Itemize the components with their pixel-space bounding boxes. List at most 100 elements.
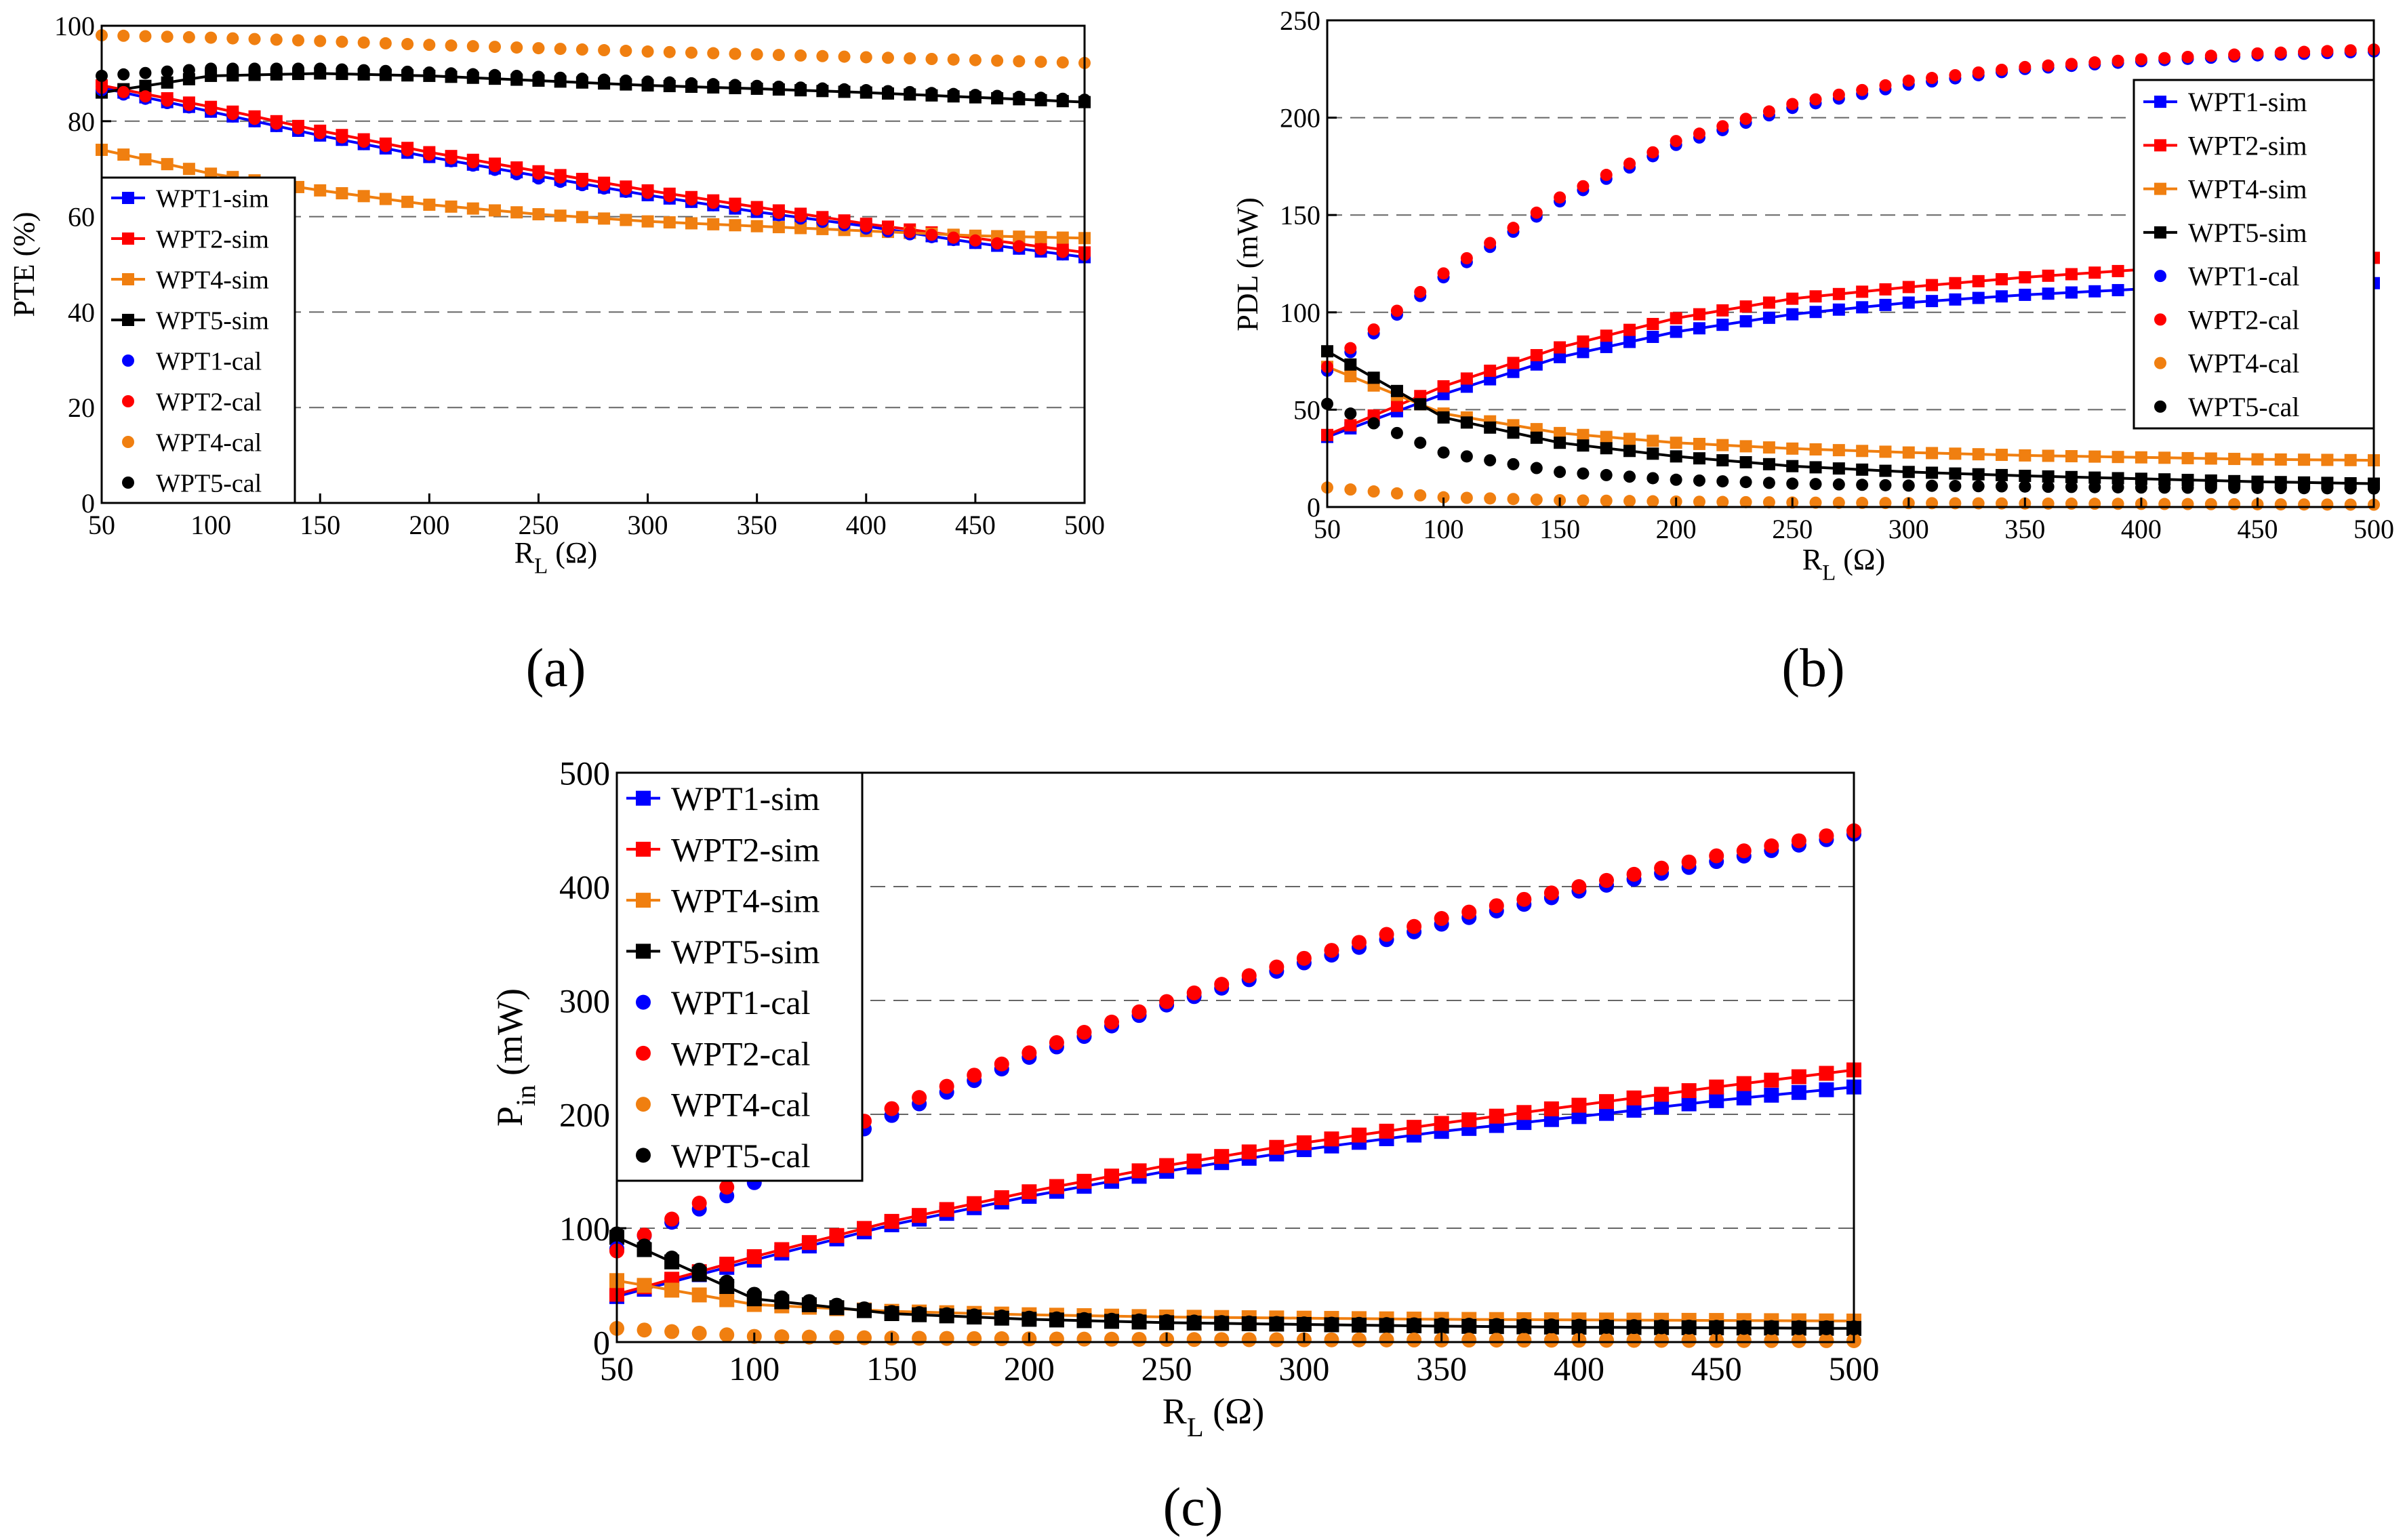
data-point-WPT5-sim — [1600, 442, 1613, 455]
data-point-WPT4-cal — [620, 45, 632, 58]
data-point-WPT4-cal — [2181, 498, 2194, 510]
data-point-WPT5-sim — [2088, 471, 2101, 484]
legend-marker-WPT1-cal — [2154, 270, 2166, 283]
y-tick-label: 50 — [1293, 394, 1320, 425]
data-point-WPT2-sim — [1186, 1153, 1202, 1169]
data-point-WPT5-cal — [1623, 470, 1636, 483]
data-point-WPT5-cal — [1507, 458, 1520, 470]
data-point-WPT5-cal — [1739, 476, 1752, 489]
y-tick-label: 60 — [68, 202, 95, 232]
data-point-WPT1-sim — [1736, 1090, 1752, 1106]
data-point-WPT5-cal — [1344, 407, 1357, 420]
data-point-WPT2-cal — [2042, 59, 2055, 72]
data-point-WPT2-sim — [719, 1257, 735, 1272]
data-point-WPT5-cal — [1681, 1319, 1697, 1335]
data-point-WPT4-cal — [292, 34, 304, 47]
data-point-WPT5-cal — [904, 85, 916, 98]
data-point-WPT4-cal — [2274, 498, 2287, 511]
data-point-WPT2-sim — [1344, 419, 1357, 432]
data-point-WPT2-cal — [1390, 304, 1403, 317]
series-line-WPT5-sim — [101, 72, 1085, 104]
data-point-WPT5-cal — [729, 79, 742, 92]
data-point-WPT2-cal — [1407, 918, 1422, 934]
data-point-WPT5-cal — [445, 67, 458, 80]
legend-marker-WPT2-cal — [2154, 313, 2166, 326]
data-point-WPT2-cal — [1489, 898, 1504, 914]
data-point-WPT2-sim — [1104, 1169, 1119, 1184]
data-point-WPT4-cal — [554, 43, 567, 56]
data-point-WPT5-cal — [1414, 437, 1427, 449]
series-WPT2-cal — [96, 81, 1091, 261]
data-point-WPT4-cal — [1600, 494, 1613, 507]
data-point-WPT2-cal — [947, 231, 960, 244]
legend-label-WPT5-cal: WPT5-cal — [2188, 392, 2299, 422]
data-point-WPT4-cal — [664, 1324, 680, 1339]
data-point-WPT4-cal — [1214, 1332, 1230, 1348]
data-point-WPT5-sim — [1554, 437, 1567, 449]
data-point-WPT4-cal — [357, 36, 370, 49]
data-point-WPT4-sim — [401, 195, 414, 208]
data-point-WPT5-sim — [1437, 411, 1450, 424]
data-point-WPT5-cal — [1324, 1316, 1339, 1332]
data-point-WPT2-cal — [636, 1228, 652, 1243]
data-point-WPT2-sim — [1507, 357, 1520, 369]
data-point-WPT5-sim — [1762, 458, 1775, 470]
data-point-WPT4-sim — [729, 219, 742, 232]
data-point-WPT2-sim — [1516, 1105, 1532, 1120]
data-point-WPT4-sim — [1554, 426, 1567, 439]
data-point-WPT5-sim — [1902, 466, 1915, 479]
data-point-WPT2-sim — [1484, 364, 1497, 377]
legend-marker-WPT5-cal — [636, 1148, 651, 1163]
data-point-WPT4-cal — [1819, 1333, 1834, 1348]
data-point-WPT4-sim — [1926, 447, 1939, 460]
data-point-WPT5-cal — [925, 87, 938, 100]
data-point-WPT2-cal — [1600, 169, 1613, 182]
x-axis-label: RL (Ω) — [1802, 543, 1886, 585]
data-point-WPT5-cal — [2298, 482, 2311, 495]
data-point-WPT2-cal — [1809, 93, 1822, 106]
data-point-WPT2-cal — [967, 1068, 982, 1083]
data-point-WPT5-cal — [1646, 472, 1659, 485]
x-tick-label: 350 — [1416, 1350, 1467, 1387]
data-point-WPT1-sim — [1819, 1082, 1834, 1097]
data-point-WPT5-sim — [1344, 358, 1357, 371]
series-line-WPT4-sim — [616, 1279, 1855, 1322]
data-point-WPT2-cal — [1214, 977, 1230, 992]
data-point-WPT2-sim — [2065, 268, 2078, 281]
data-point-WPT5-cal — [336, 63, 348, 76]
data-point-WPT2-cal — [729, 200, 742, 213]
data-point-WPT5-sim — [1996, 468, 2008, 481]
data-point-WPT2-cal — [1241, 968, 1257, 984]
data-point-WPT4-cal — [1367, 485, 1380, 498]
data-point-WPT4-cal — [1832, 496, 1845, 509]
data-point-WPT2-sim — [939, 1202, 954, 1217]
y-tick-label: 100 — [54, 11, 95, 41]
data-point-WPT5-cal — [2158, 481, 2171, 494]
data-point-WPT4-sim — [139, 153, 152, 166]
data-point-WPT4-sim — [2274, 453, 2287, 466]
data-point-WPT2-cal — [2251, 47, 2264, 60]
data-point-WPT2-cal — [1693, 127, 1705, 140]
data-point-WPT5-cal — [270, 62, 283, 75]
data-point-WPT4-cal — [991, 54, 1004, 67]
data-point-WPT5-cal — [2274, 482, 2287, 495]
data-point-WPT2-cal — [1049, 1035, 1064, 1051]
data-point-WPT5-cal — [2204, 481, 2217, 494]
data-point-WPT2-cal — [884, 1101, 900, 1116]
data-point-WPT1-sim — [1693, 322, 1705, 335]
legend-marker-WPT5-sim — [122, 314, 134, 326]
series-WPT2-cal — [1321, 43, 2380, 373]
data-point-WPT2-sim — [1460, 372, 1473, 385]
data-point-WPT2-cal — [1352, 935, 1367, 950]
x-tick-label: 500 — [1829, 1350, 1880, 1387]
x-tick-label: 450 — [1691, 1350, 1742, 1387]
x-tick-label: 400 — [846, 510, 887, 540]
data-point-WPT5-sim — [1507, 426, 1520, 439]
data-point-WPT5-cal — [2344, 482, 2357, 495]
data-point-WPT5-cal — [1516, 1318, 1532, 1333]
data-point-WPT4-sim — [620, 214, 632, 226]
data-point-WPT2-cal — [1507, 222, 1520, 235]
legend-marker-WPT4-sim — [2154, 182, 2166, 195]
legend-label-WPT1-sim: WPT1-sim — [156, 184, 269, 213]
data-point-WPT2-cal — [1819, 828, 1834, 844]
